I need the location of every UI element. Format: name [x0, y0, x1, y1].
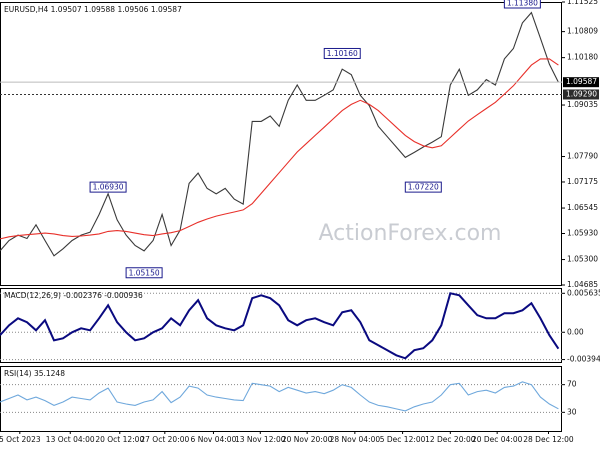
series-line — [0, 58, 559, 240]
y-tick-label: 70 — [567, 380, 577, 389]
panel-frame — [0, 366, 562, 432]
series-line — [0, 11, 559, 257]
price-label-box — [89, 181, 127, 193]
price-label-box — [503, 0, 541, 9]
level-box — [563, 89, 599, 100]
x-tick-label: 20 Dec 04:00 — [472, 435, 523, 444]
series-line — [0, 381, 559, 412]
price-label: 1.07220 — [408, 183, 439, 192]
panel-title: MACD(12,26,9) -0.002376 -0.000936 — [4, 291, 143, 300]
y-tick-label: 1.09035 — [567, 100, 598, 109]
y-tick-label: 30 — [567, 407, 577, 416]
y-tick-label: 0.005635 — [567, 288, 600, 297]
y-tick-label: -0.003949 — [567, 355, 600, 364]
y-tick-label: 1.10180 — [567, 53, 598, 62]
x-tick-label: 28 Nov 04:00 — [330, 435, 381, 444]
x-tick-label: 13 Nov 12:00 — [235, 435, 286, 444]
panel-frame — [0, 2, 562, 286]
price-label-box — [323, 47, 361, 59]
y-tick-label: 1.06545 — [567, 203, 598, 212]
y-tick-label: 1.10809 — [567, 27, 598, 36]
price-label: 1.05150 — [129, 268, 160, 277]
series-line — [0, 292, 560, 360]
panel-frame — [0, 288, 562, 363]
price-label-box — [404, 181, 442, 193]
price-label: 1.11380 — [507, 0, 538, 7]
y-tick-label: 0.00 — [567, 327, 584, 336]
y-tick-label: 1.04685 — [567, 280, 598, 289]
x-tick-label: 13 Oct 04:00 — [46, 435, 95, 444]
price-label-box — [125, 267, 163, 279]
x-tick-label: 5 Dec 12:00 — [380, 435, 426, 444]
x-tick-label: 6 Nov 04:00 — [191, 435, 237, 444]
x-tick-label: 27 Oct 20:00 — [140, 435, 189, 444]
x-tick-label: 20 Oct 12:00 — [95, 435, 144, 444]
y-tick-label: 1.11525 — [567, 0, 598, 6]
x-tick-label: 20 Nov 20:00 — [282, 435, 333, 444]
price-label: 1.06930 — [93, 183, 124, 192]
panel-title: EURUSD,H4 1.09507 1.09588 1.09506 1.0958… — [4, 5, 182, 14]
price-label: 1.10160 — [327, 49, 358, 58]
x-tick-label: 28 Dec 12:00 — [523, 435, 574, 444]
y-tick-label: 1.07790 — [567, 152, 598, 161]
level-label: 1.09290 — [566, 89, 597, 98]
y-tick-label: 1.05930 — [567, 228, 598, 237]
last-price-label: 1.09587 — [566, 77, 597, 86]
x-tick-label: 12 Dec 20:00 — [425, 435, 476, 444]
y-tick-label: 1.07175 — [567, 177, 598, 186]
x-tick-label: 5 Oct 2023 — [0, 435, 41, 444]
watermark: ActionForex.com — [319, 221, 502, 246]
last-price-box — [563, 77, 599, 88]
panel-title: RSI(14) 35.1248 — [4, 369, 65, 378]
y-tick-label: 1.05300 — [567, 255, 598, 264]
